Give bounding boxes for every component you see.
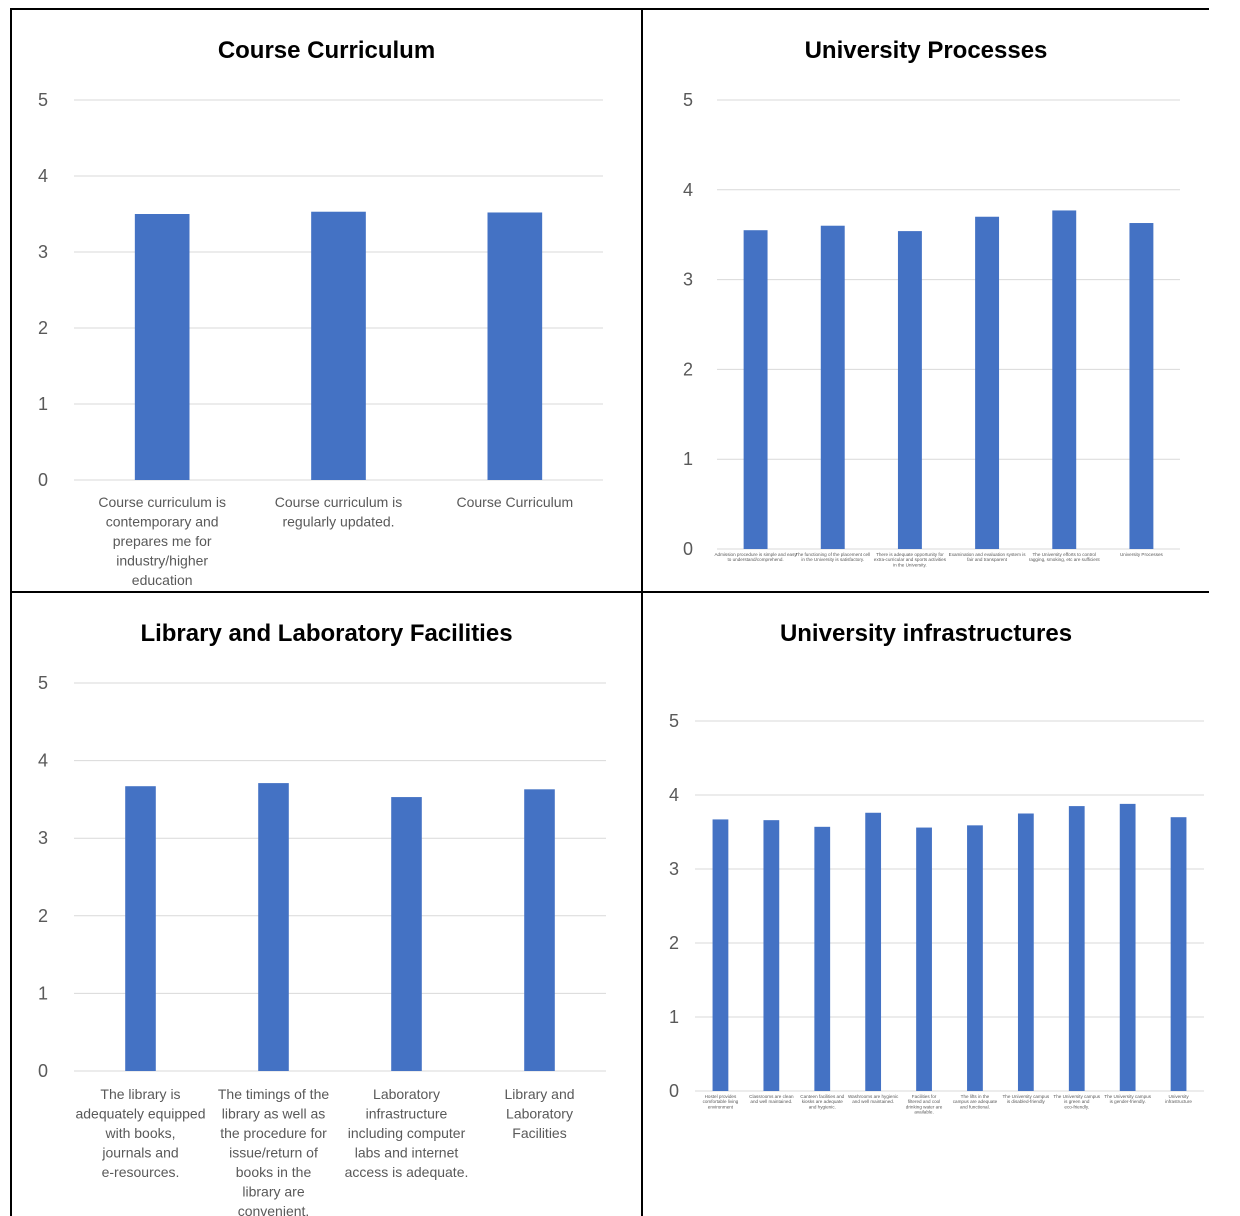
x-category-label: The University efforts to control ragging…: [1029, 552, 1101, 562]
y-tick-label: 1: [38, 394, 48, 414]
x-category-label: Library and Laboratory Facilities: [504, 1086, 574, 1141]
y-tick-label: 0: [38, 470, 48, 490]
x-category-label: The lifts in the campus are adequate and f…: [953, 1094, 998, 1109]
table-border-top: [10, 8, 1209, 10]
y-tick-label: 4: [38, 166, 48, 186]
x-category-label: The functioning of the placement cell in …: [795, 552, 870, 562]
x-category-label: The University campus is gender-friendly.: [1104, 1094, 1151, 1104]
table-border-center: [641, 8, 643, 1216]
bar: [1119, 803, 1136, 1091]
bar: [743, 230, 768, 549]
x-category-label: Hostel provides comfortable living environ…: [703, 1094, 739, 1109]
y-tick-label: 1: [38, 983, 48, 1003]
bar: [1017, 813, 1034, 1091]
table-border-middle: [10, 591, 1209, 593]
bar: [1129, 223, 1154, 549]
y-tick-label: 5: [38, 673, 48, 693]
x-category-label: University Processes: [1120, 552, 1164, 557]
y-tick-label: 5: [669, 711, 679, 731]
bar: [967, 825, 983, 1091]
chart-svg: University infrastructures 0 1 2 3 4 5 Hostel p…: [669, 620, 1204, 1115]
y-tick-label: 5: [683, 90, 693, 110]
y-tick-label: 3: [683, 270, 693, 290]
chart-course-curriculum: Course Curriculum 0 1 2 3 4 5 Course curriculum…: [12, 10, 641, 591]
chart-svg: Course Curriculum 0 1 2 3 4 5 Course curriculum…: [38, 37, 603, 588]
bar: [1068, 806, 1085, 1091]
chart-svg: University Processes 0 1 2 3 4 5 Admission proc…: [683, 37, 1180, 567]
bar: [134, 214, 190, 480]
x-category-label: There is adequate opportunity for extra-c…: [874, 552, 947, 567]
bar: [524, 789, 555, 1071]
x-category-label: Canteen facilities and kiosks are adequat…: [800, 1094, 844, 1109]
y-tick-label: 1: [669, 1007, 679, 1027]
bar: [125, 786, 156, 1071]
x-category-label: Washrooms are hygienic and well maintaine…: [848, 1094, 899, 1104]
x-category-label: Laboratory infrastructure including comput…: [345, 1086, 469, 1180]
chart-title: University Processes: [805, 37, 1048, 64]
y-tick-label: 2: [38, 906, 48, 926]
y-tick-label: 3: [38, 242, 48, 262]
bar: [391, 797, 422, 1071]
bar: [814, 826, 831, 1091]
x-category-label: Course curriculum is contemporary and prep…: [98, 494, 226, 588]
chart-university-infrastructures: University infrastructures 0 1 2 3 4 5 Hostel p…: [643, 593, 1209, 1213]
bar: [865, 812, 882, 1091]
chart-title: Library and Laboratory Facilities: [140, 620, 512, 647]
x-category-label: The timings of the library as well as the …: [218, 1086, 329, 1216]
table-grid: [10, 8, 1209, 1216]
x-category-label: The library is adequately equipped with bo…: [75, 1086, 205, 1180]
bar: [487, 212, 543, 481]
y-tick-label: 1: [683, 449, 693, 469]
bar: [763, 820, 780, 1091]
bar: [1170, 817, 1187, 1091]
bar: [311, 211, 366, 480]
bar: [897, 231, 922, 549]
y-tick-label: 3: [38, 828, 48, 848]
y-tick-label: 4: [683, 180, 693, 200]
y-tick-label: 2: [683, 359, 693, 379]
x-category-label: Course curriculum is regularly updated.: [275, 494, 403, 530]
x-category-label: Classrooms are clean and well maintained.: [749, 1094, 794, 1104]
y-tick-label: 0: [38, 1061, 48, 1081]
bar: [916, 827, 932, 1091]
y-tick-label: 3: [669, 859, 679, 879]
bar: [258, 783, 289, 1071]
x-category-label: University infrastructure: [1165, 1094, 1192, 1104]
bar: [975, 216, 1000, 550]
bar: [1052, 210, 1077, 550]
bar: [820, 225, 845, 549]
x-category-label: The University campus is green and eco-fri…: [1053, 1094, 1100, 1109]
chart-title: University infrastructures: [780, 620, 1072, 647]
x-category-label: Course Curriculum: [456, 494, 573, 510]
table-border-left: [10, 8, 12, 1216]
y-tick-label: 4: [38, 751, 48, 771]
chart-svg: Library and Laboratory Facilities 0 1 2 3 4 5 T…: [38, 620, 606, 1216]
y-tick-label: 5: [38, 90, 48, 110]
chart-title: Course Curriculum: [218, 37, 435, 64]
x-category-label: Admission procedure is simple and easy to…: [714, 552, 797, 562]
y-tick-label: 2: [38, 318, 48, 338]
x-category-label: Examination and evaluation system is fair…: [949, 552, 1027, 562]
y-tick-label: 2: [669, 933, 679, 953]
y-tick-label: 0: [683, 539, 693, 559]
x-category-label: Facilities for filtered and cool drinking …: [906, 1094, 943, 1115]
y-tick-label: 0: [669, 1081, 679, 1101]
y-tick-label: 4: [669, 785, 679, 805]
x-category-label: The University campus is disabled-friendl…: [1002, 1094, 1049, 1104]
chart-university-processes: University Processes 0 1 2 3 4 5 Admission proc…: [643, 10, 1209, 591]
bar: [712, 819, 729, 1091]
chart-library-laboratory: Library and Laboratory Facilities 0 1 2 3 4 5 T…: [12, 593, 641, 1216]
